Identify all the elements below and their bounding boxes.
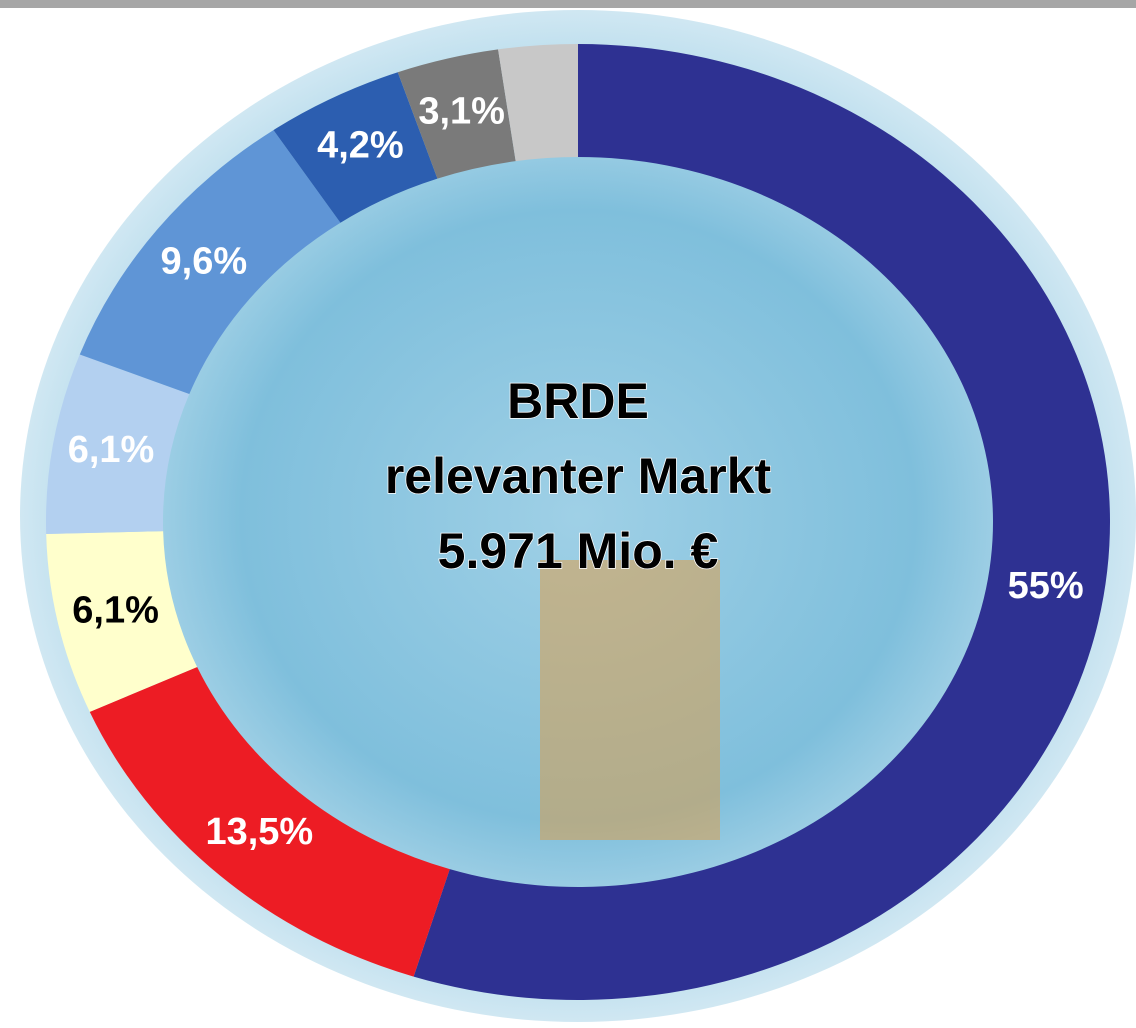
value-label: 3,1% bbox=[418, 90, 505, 132]
value-label: 55% bbox=[1008, 565, 1084, 607]
chart: 55% 13,5% 6,1% 6,1% 9,6% 4,2% 3,1% BRDE relevan… bbox=[0, 0, 1136, 1023]
center-line: 5.971 Mio. € bbox=[438, 523, 719, 579]
top-bar bbox=[0, 0, 1136, 8]
value-label: 6,1% bbox=[68, 429, 155, 471]
value-label: 4,2% bbox=[317, 125, 404, 167]
background-photo bbox=[20, 10, 1136, 1022]
center-line: relevanter Markt bbox=[385, 448, 772, 504]
center-line: BRDE bbox=[507, 373, 649, 429]
value-label: 13,5% bbox=[205, 811, 313, 853]
robot-arm bbox=[540, 560, 720, 840]
value-label: 6,1% bbox=[72, 590, 159, 632]
value-label: 9,6% bbox=[161, 241, 248, 283]
